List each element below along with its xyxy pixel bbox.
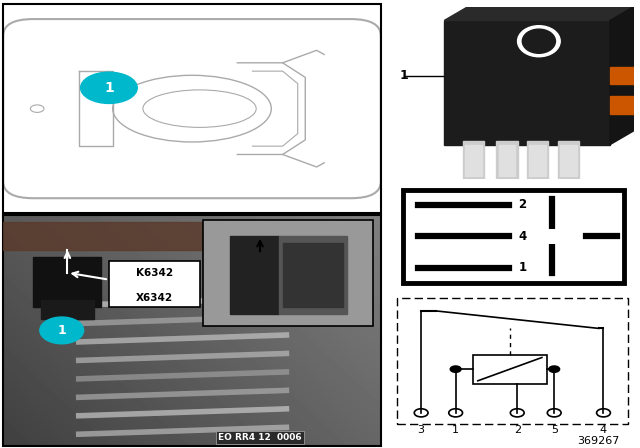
Text: 369267: 369267 xyxy=(577,436,620,446)
Bar xyxy=(204,220,373,326)
Text: 2: 2 xyxy=(514,425,521,435)
Polygon shape xyxy=(444,7,634,21)
Bar xyxy=(473,355,547,383)
Text: 3: 3 xyxy=(418,425,425,435)
Bar xyxy=(560,145,577,176)
Bar xyxy=(496,141,518,179)
Circle shape xyxy=(81,72,137,103)
Bar xyxy=(499,145,515,176)
Bar xyxy=(444,21,610,145)
Text: K6342: K6342 xyxy=(136,268,173,278)
Text: 1: 1 xyxy=(518,261,527,275)
Text: 4: 4 xyxy=(518,230,527,243)
Text: 1: 1 xyxy=(104,81,114,95)
Bar xyxy=(33,257,101,307)
Bar xyxy=(283,243,343,307)
Text: 1: 1 xyxy=(58,324,66,337)
Polygon shape xyxy=(610,7,634,145)
Bar xyxy=(610,96,634,114)
Text: 3: 3 xyxy=(572,230,580,243)
Circle shape xyxy=(40,317,84,344)
Circle shape xyxy=(450,366,461,372)
Text: 2: 2 xyxy=(518,198,527,211)
Bar xyxy=(465,145,482,176)
Bar xyxy=(230,236,279,314)
Bar xyxy=(527,141,548,179)
Circle shape xyxy=(548,366,559,372)
Bar xyxy=(397,298,628,425)
Bar xyxy=(3,222,248,250)
Circle shape xyxy=(522,29,556,53)
Bar xyxy=(279,236,347,314)
Circle shape xyxy=(518,26,560,57)
Text: EO RR4 12  0006: EO RR4 12 0006 xyxy=(218,433,302,442)
Bar xyxy=(109,261,200,307)
Text: X6342: X6342 xyxy=(136,293,173,303)
Text: 5: 5 xyxy=(550,425,557,435)
Bar xyxy=(41,301,94,319)
Text: 1: 1 xyxy=(452,425,459,435)
Text: 4: 4 xyxy=(600,425,607,435)
Bar xyxy=(610,67,634,84)
Bar xyxy=(529,145,546,176)
Text: 5: 5 xyxy=(548,230,556,243)
Bar xyxy=(463,141,484,179)
Text: 1: 1 xyxy=(399,69,408,82)
Bar xyxy=(558,141,579,179)
Bar xyxy=(403,190,624,283)
